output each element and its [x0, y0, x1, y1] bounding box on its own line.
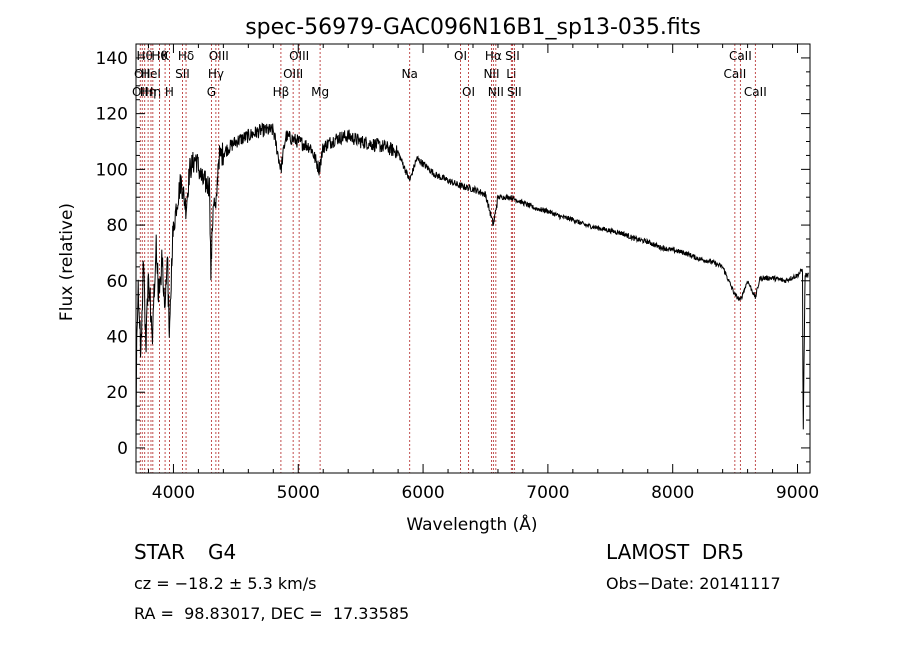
y-tick-label-5: 100	[96, 160, 128, 180]
y-tick-label-2: 40	[106, 328, 128, 348]
x-tick-label-0: 4000	[152, 483, 195, 503]
y-tick-label-3: 60	[106, 272, 128, 292]
spectral-line-label-29: CaII	[744, 85, 767, 99]
spectral-line-label-12: Hγ	[208, 67, 224, 81]
spectral-line-label-9: SII	[175, 67, 190, 81]
spectral-line-label-19: OI	[454, 49, 467, 63]
y-tick-label-0: 0	[117, 439, 128, 459]
spectral-line-label-23: NII	[488, 85, 504, 99]
y-tick-label-6: 120	[96, 105, 128, 125]
y-tick-label-4: 80	[106, 216, 128, 236]
spectral-line-label-6: Hθ	[151, 49, 167, 63]
spectral-line-label-11: G	[207, 85, 216, 99]
y-tick-label-1: 20	[106, 383, 128, 403]
x-axis-label: Wavelength (Å)	[406, 513, 537, 535]
axis-ticks: 4000 5000 6000 7000 8000 9000 0 20 40 60 80 100 120 1…	[96, 44, 819, 503]
x-tick-label-1: 5000	[277, 483, 320, 503]
spectral-line-label-5: Hη	[145, 85, 162, 99]
plot-frame	[135, 43, 811, 474]
spectral-line-label-4: HeI	[141, 67, 161, 81]
spectral-line-label-10: Hδ	[178, 49, 194, 63]
spectral-line-label-16: OIII	[289, 49, 309, 63]
spectral-line-label-3: Hη	[140, 85, 157, 99]
spectral-line-label-24: Li	[506, 67, 516, 81]
spectral-line-label-7: K	[161, 49, 170, 63]
redshift-cz: cz = −18.2 ± 5.3 km/s	[134, 574, 317, 593]
spectrum-series	[135, 122, 809, 449]
spectral-line-label-17: Mg	[311, 85, 329, 99]
survey-name: LAMOST DR5	[606, 540, 744, 564]
observation-date: Obs−Date: 20141117	[606, 574, 781, 593]
x-tick-label-2: 6000	[401, 483, 444, 503]
spectral-line-label-8: H	[165, 85, 174, 99]
spectral-line-label-13: OIII	[209, 49, 229, 63]
spectral-line-label-27: CaII	[723, 67, 746, 81]
spectral-line-label-18: Na	[402, 67, 418, 81]
spectral-line-label-26: SII	[507, 85, 522, 99]
spectral-line-label-15: OIII	[283, 67, 303, 81]
y-axis-label: Flux (relative)	[57, 203, 77, 321]
x-tick-label-3: 7000	[526, 483, 569, 503]
y-tick-label-7: 140	[96, 49, 128, 69]
spectral-line-label-14: Hβ	[273, 85, 290, 99]
coordinates: RA = 98.83017, DEC = 17.33585	[134, 604, 410, 623]
chart-title: spec-56979-GAC096N16B1_sp13-035.fits	[245, 15, 701, 40]
spectral-line-label-1: OII	[134, 67, 151, 81]
spectral-line-label-25: SII	[505, 49, 520, 63]
spectral-line-label-21: NII	[483, 67, 499, 81]
object-class: STAR	[134, 540, 185, 564]
spectrum-line	[135, 122, 809, 449]
spectral-line-label-22: Hα	[485, 49, 502, 63]
x-tick-label-5: 9000	[776, 483, 819, 503]
spectral-line-label-2: Hθ	[137, 49, 153, 63]
x-tick-label-4: 8000	[651, 483, 694, 503]
object-subclass: G4	[208, 540, 237, 564]
spectral-line-label-20: OI	[462, 85, 475, 99]
spectral-line-markers: OIIOIIHθHηHeIHηHθKHSIIHδGHγOIIIHβOIIIOII…	[132, 44, 767, 473]
spectral-line-label-28: CaII	[729, 49, 752, 63]
